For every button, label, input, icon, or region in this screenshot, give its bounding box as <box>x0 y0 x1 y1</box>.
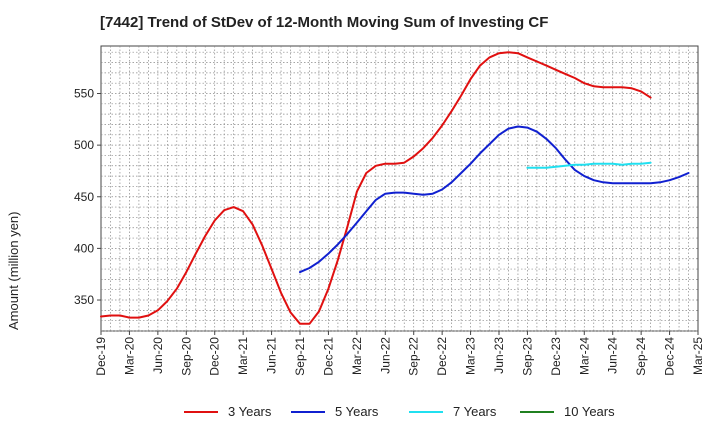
x-tick-label: Jun-21 <box>265 337 279 374</box>
x-tick-label: Sep-23 <box>520 337 534 376</box>
legend-item-10-years: 10 Years <box>520 404 615 419</box>
x-tick-label: Dec-21 <box>321 337 335 376</box>
x-tick-label: Sep-21 <box>293 337 307 376</box>
y-tick-label: 500 <box>74 138 94 152</box>
x-tick-label: Mar-22 <box>350 337 364 375</box>
legend-swatch-3-years <box>184 410 218 413</box>
x-tick-label: Mar-21 <box>236 337 250 375</box>
x-tick-label: Mar-20 <box>122 337 136 375</box>
x-tick-label: Dec-23 <box>549 337 563 376</box>
legend-label-10-years: 10 Years <box>564 404 615 419</box>
legend-swatch-7-years <box>409 410 443 413</box>
legend-swatch-5-years <box>291 410 325 413</box>
series-line-3-years <box>100 51 652 325</box>
legend-label-5-years: 5 Years <box>335 404 379 419</box>
x-tick-label: Dec-22 <box>435 337 449 376</box>
legend: 3 Years 5 Years 7 Years 10 Years <box>0 404 720 426</box>
legend-item-7-years: 7 Years <box>409 404 496 419</box>
legend-item-3-years: 3 Years <box>184 404 271 419</box>
x-tick-label: Sep-24 <box>634 337 648 376</box>
x-tick-label: Jun-22 <box>378 337 392 374</box>
legend-item-5-years: 5 Years <box>291 404 378 419</box>
x-tick-label: Jun-24 <box>606 337 620 374</box>
x-tick-label: Jun-23 <box>492 337 506 374</box>
x-tick-label: Mar-24 <box>577 337 591 375</box>
x-tick-label: Dec-20 <box>208 337 222 376</box>
x-tick-label: Dec-24 <box>663 337 677 376</box>
x-tick-label: Sep-20 <box>179 337 193 376</box>
y-tick-label: 450 <box>74 190 94 204</box>
legend-swatch-10-years <box>520 410 554 413</box>
y-tick-label: 550 <box>74 87 94 101</box>
x-tick-label: Sep-22 <box>407 337 421 376</box>
legend-label-3-years: 3 Years <box>228 404 272 419</box>
y-tick-label: 350 <box>74 293 94 307</box>
chart-title: [7442] Trend of StDev of 12-Month Moving… <box>100 14 549 31</box>
series-line-5-years <box>299 125 690 274</box>
x-tick-label: Mar-23 <box>464 337 478 375</box>
y-tick-label: 400 <box>74 241 94 255</box>
x-tick-label: Mar-25 <box>691 337 705 375</box>
series-line-7-years <box>526 161 652 169</box>
x-tick-label: Jun-20 <box>151 337 165 374</box>
plot-area <box>100 45 699 332</box>
legend-label-7-years: 7 Years <box>453 404 497 419</box>
x-tick-label: Dec-19 <box>94 337 108 376</box>
